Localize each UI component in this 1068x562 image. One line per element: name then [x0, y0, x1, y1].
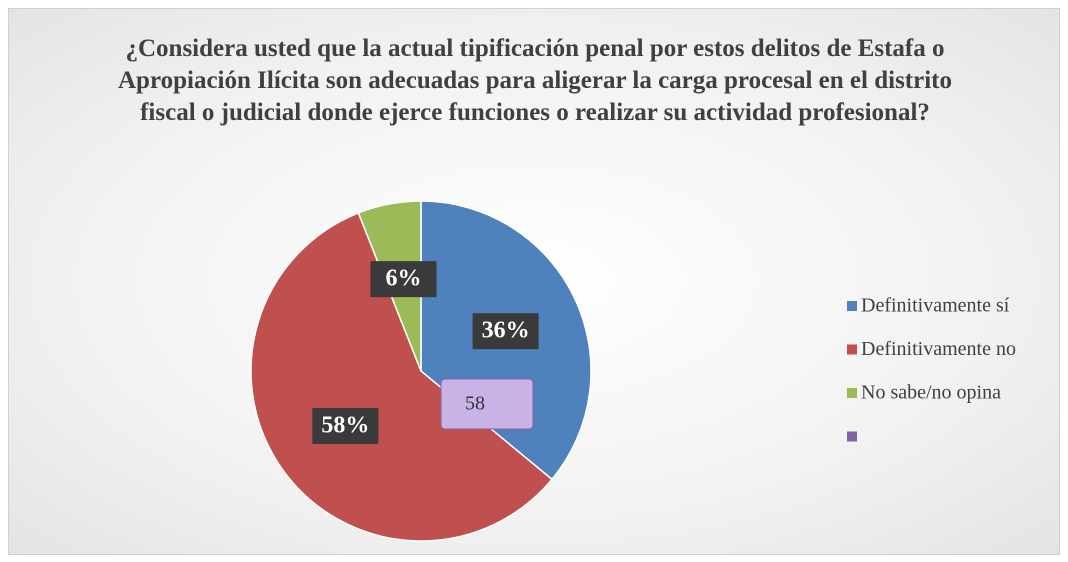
legend-label: No sabe/no opina [861, 382, 1001, 404]
chart-title: ¿Considera usted que la actual tipificac… [118, 35, 952, 126]
data-label-box [312, 407, 379, 444]
annotation: 58 [465, 393, 485, 415]
chart-area: 36% 58% 6% 58 Definitivamente sí Definitivame… [8, 8, 1060, 555]
legend-swatch [847, 431, 857, 442]
legend-label: Definitivamente sí [861, 295, 1010, 317]
data-label-box [370, 261, 437, 298]
legend-swatch [847, 301, 857, 311]
legend-label: Definitivamente no [861, 338, 1016, 360]
data-label-box [472, 313, 539, 350]
chart: 36% 58% 6% 58 Definitivamente sí Definitivame… [250, 200, 1016, 542]
pie-slice [250, 211, 554, 542]
annotation-box [440, 378, 534, 430]
data-label: 58% [321, 412, 369, 438]
legend-swatch [847, 388, 857, 398]
legend-swatch [847, 344, 857, 355]
data-label: 36% [482, 318, 530, 344]
data-label: 6% [385, 266, 421, 292]
